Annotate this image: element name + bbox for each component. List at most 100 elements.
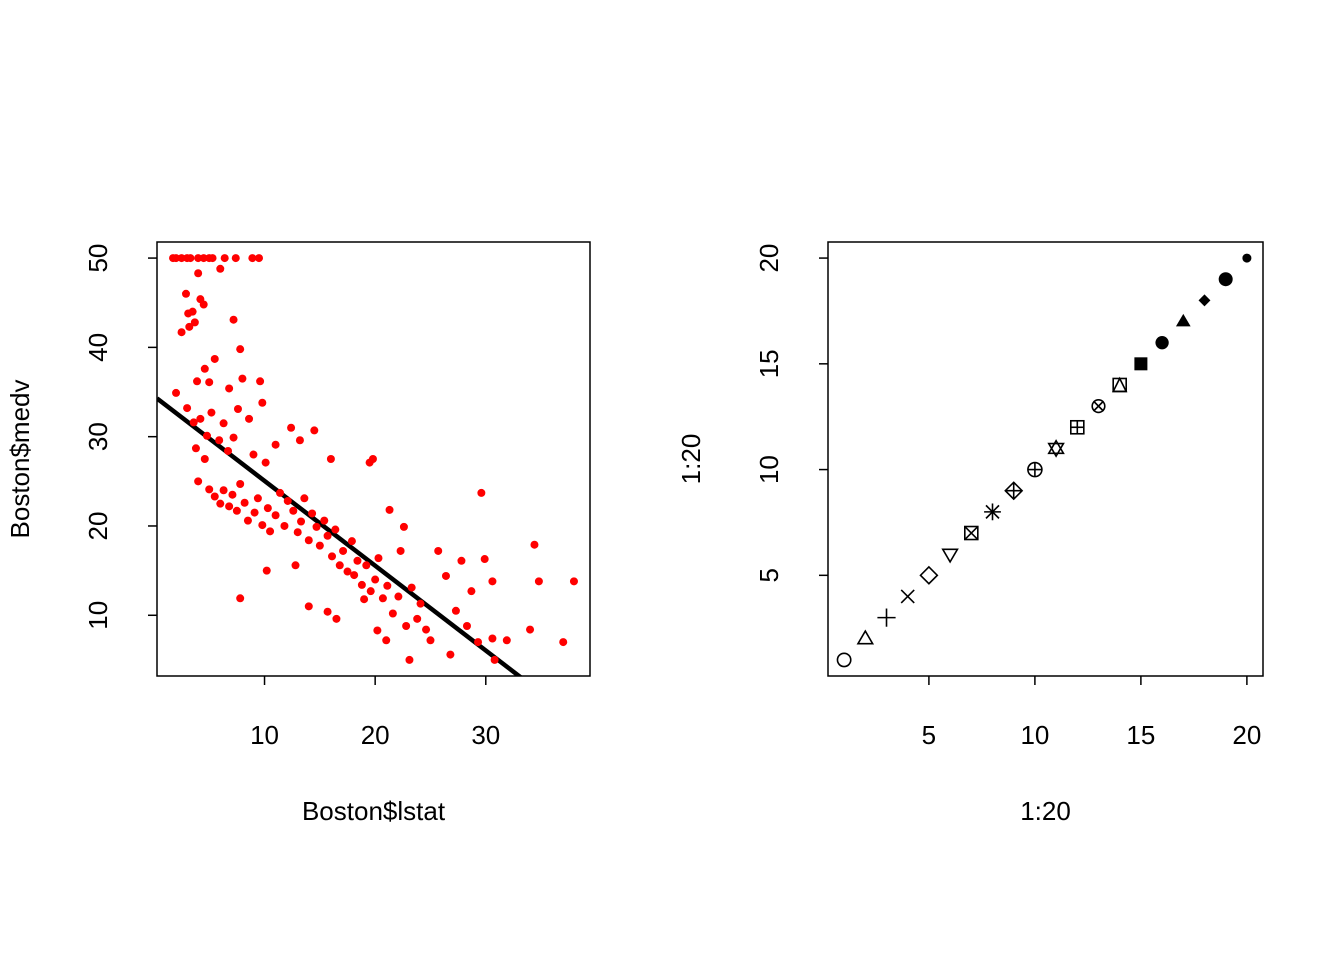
point — [210, 354, 219, 363]
point — [457, 556, 466, 565]
point — [385, 505, 394, 514]
point — [1004, 481, 1024, 501]
x-tick-label: 5 — [922, 720, 936, 750]
point — [360, 595, 369, 604]
marker-part — [964, 525, 979, 541]
plot-frame — [827, 241, 1264, 677]
marker-part — [1047, 439, 1065, 455]
point — [446, 650, 455, 659]
point — [177, 328, 186, 337]
point — [207, 408, 216, 417]
point — [238, 374, 247, 383]
point — [569, 577, 578, 586]
point — [502, 636, 511, 645]
point — [530, 540, 539, 549]
regression-clip — [157, 396, 523, 676]
point — [877, 608, 896, 627]
y-tick-label: 20 — [83, 512, 113, 541]
point — [194, 269, 203, 278]
y-tick-label: 40 — [83, 333, 113, 362]
y-tick-label: 30 — [83, 422, 113, 451]
marker-part — [964, 525, 979, 541]
point — [229, 433, 238, 442]
point — [248, 254, 257, 263]
marker-part — [836, 652, 852, 668]
point — [276, 488, 285, 497]
point — [326, 455, 335, 463]
y-tick-label: 15 — [754, 349, 784, 378]
point — [308, 509, 317, 518]
point — [250, 508, 259, 517]
point — [1091, 399, 1106, 414]
point — [199, 254, 208, 263]
marker-part — [1155, 336, 1169, 350]
y-axis-label: Boston$medv — [5, 380, 35, 539]
point — [371, 575, 380, 584]
marker-part — [1175, 313, 1191, 327]
point — [228, 490, 237, 499]
point — [191, 444, 200, 453]
point — [382, 636, 391, 645]
point — [189, 418, 198, 427]
point — [245, 414, 254, 423]
point — [416, 599, 425, 608]
point — [366, 587, 375, 596]
point — [396, 546, 405, 555]
point — [300, 494, 309, 503]
point — [254, 254, 263, 263]
point — [1242, 253, 1252, 263]
point — [186, 254, 195, 263]
x-tick-label: 20 — [361, 720, 390, 750]
point — [219, 419, 228, 428]
plot-frame — [156, 241, 591, 677]
point — [1111, 376, 1128, 393]
point — [373, 626, 382, 635]
point — [315, 541, 324, 550]
point — [941, 548, 959, 564]
point — [964, 525, 979, 541]
point — [451, 606, 460, 615]
point — [350, 571, 359, 580]
point — [219, 486, 228, 495]
point — [181, 289, 190, 298]
point — [287, 423, 296, 432]
point — [347, 537, 356, 546]
point — [280, 521, 289, 530]
point — [224, 446, 233, 455]
point — [357, 580, 366, 589]
point — [304, 536, 313, 545]
point — [258, 521, 267, 530]
point — [388, 609, 397, 618]
point — [919, 565, 939, 585]
marker-part — [919, 565, 939, 585]
point — [229, 315, 238, 324]
point — [199, 300, 208, 309]
point — [240, 498, 249, 507]
point — [323, 607, 332, 616]
point — [474, 638, 483, 647]
point — [216, 264, 225, 273]
x-axis-label: Boston$lstat — [302, 796, 446, 826]
point — [488, 634, 497, 643]
point — [399, 522, 408, 531]
point — [480, 555, 489, 564]
point — [441, 571, 450, 580]
point — [194, 254, 203, 263]
point — [405, 655, 414, 664]
x-tick-label: 10 — [250, 720, 279, 750]
point — [297, 517, 306, 526]
y-tick-label: 5 — [754, 568, 784, 582]
point — [243, 516, 252, 525]
point — [488, 577, 497, 586]
point — [320, 516, 329, 525]
point — [559, 638, 568, 647]
y-tick-label: 10 — [754, 455, 784, 484]
point — [193, 377, 202, 386]
point — [383, 581, 392, 590]
point — [434, 546, 443, 555]
point — [394, 592, 403, 601]
point — [188, 307, 197, 316]
point — [261, 458, 270, 467]
point — [335, 561, 344, 570]
point — [295, 436, 304, 445]
